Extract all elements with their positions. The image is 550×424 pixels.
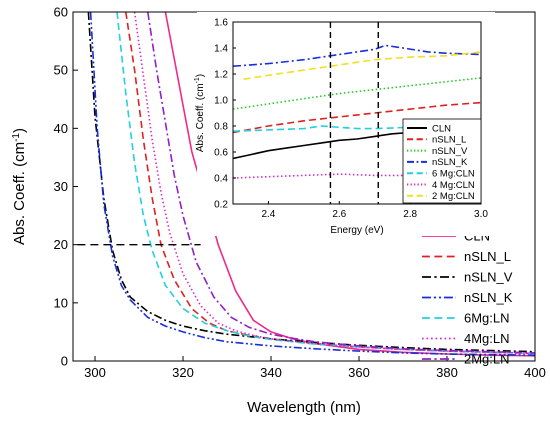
main-series-line-6mg-ln — [116, 12, 535, 355]
inset-legend-label: 2 Mg:CLN — [432, 191, 475, 202]
main-y-tick-label: 30 — [54, 179, 68, 194]
main-y-tick-label: 60 — [54, 5, 68, 20]
inset-x-tick-label: 2.4 — [261, 209, 275, 220]
main-legend-label: nSLN_K — [464, 290, 513, 305]
inset-legend-item-nsln-k: nSLN_K — [407, 157, 468, 168]
inset-series-line-nsln-l — [233, 101, 481, 134]
main-legend-item-6mg-ln: 6Mg:LN — [422, 311, 510, 326]
inset-y-axis-title: Abs. Coeff. (cm-1) — [194, 74, 206, 152]
main-x-tick-label: 300 — [84, 365, 106, 380]
main-legend-label: 6Mg:LN — [464, 311, 510, 326]
inset-y-axis-title-text: Abs. Coeff. (cm — [195, 83, 206, 152]
inset-legend-label: nSLN_K — [432, 157, 468, 168]
main-y-tick-label: 10 — [54, 295, 68, 310]
inset-x-tick-label: 3.0 — [474, 209, 488, 220]
main-y-tick-label: 50 — [54, 63, 68, 78]
main-legend-label: nSLN_L — [464, 249, 511, 264]
inset-legend-label: 6 Mg:CLN — [432, 169, 475, 180]
inset-legend-item-6-mg-cln: 6 Mg:CLN — [407, 169, 475, 180]
inset-y-tick-label: 0.8 — [214, 122, 228, 133]
main-series-line-4mg-ln — [133, 12, 535, 355]
inset-y-tick-label: 1.2 — [214, 70, 228, 81]
main-legend-label: 2Mg:LN — [464, 352, 510, 367]
inset-y-tick-label: 1.6 — [214, 18, 228, 29]
main-legend-label: nSLN_V — [464, 270, 513, 285]
main-y-tick-label: 20 — [54, 237, 68, 252]
main-series-line-nsln-k — [89, 12, 535, 356]
main-x-tick-label: 360 — [348, 365, 370, 380]
main-series-line-nsln-l — [125, 12, 535, 355]
main-series-group — [87, 12, 535, 357]
inset-x-tick-label: 2.8 — [403, 209, 417, 220]
inset-legend-label: 4 Mg:CLN — [432, 180, 475, 191]
inset-x-axis-title: Energy (eV) — [330, 225, 383, 236]
main-legend-item-4mg-ln: 4Mg:LN — [422, 331, 510, 346]
inset-y-tick-label: 0.6 — [214, 148, 228, 159]
inset-reference-lines — [329, 22, 379, 204]
inset-plot: 2.4 2.6 2.8 3.0 0.2 0.4 0.6 0.8 1.0 1.2 1.4 1.6 Ene… — [194, 12, 495, 236]
main-series-line-cln — [164, 12, 535, 357]
main-legend-item-nsln-l: nSLN_L — [422, 249, 511, 264]
main-legend-item-nsln-v: nSLN_V — [422, 270, 513, 285]
inset-legend-item-nsln-v: nSLN_V — [407, 146, 468, 157]
inset-legend-label: nSLN_V — [432, 146, 468, 157]
inset-legend-label: nSLN_L — [432, 135, 466, 146]
main-series-line-nsln-v — [87, 12, 535, 353]
inset-y-axis-title-superscript: -1 — [194, 77, 201, 83]
inset-series-line-2-mg-cln — [243, 51, 481, 80]
main-x-tick-label: 400 — [524, 365, 546, 380]
inset-y-tick-label: 0.2 — [214, 200, 228, 211]
main-x-axis-title: Wavelength (nm) — [247, 399, 361, 416]
inset-legend-box — [402, 118, 482, 204]
main-ticks: 300 320 340 360 380 400 0 10 20 30 40 50 60 — [54, 5, 546, 380]
inset-x-tick-label: 2.6 — [332, 209, 346, 220]
main-y-axis-title-text: Abs. Coeff. (cm — [11, 142, 28, 245]
inset-legend-item-2-mg-cln: 2 Mg:CLN — [407, 191, 475, 202]
main-y-tick-label: 0 — [61, 354, 68, 369]
main-legend-item-nsln-k: nSLN_K — [422, 290, 513, 305]
main-x-tick-label: 380 — [436, 365, 458, 380]
main-legend-label: 4Mg:LN — [464, 331, 510, 346]
main-y-tick-label: 40 — [54, 121, 68, 136]
inset-legend-item-4-mg-cln: 4 Mg:CLN — [407, 180, 475, 191]
main-x-tick-label: 320 — [172, 365, 194, 380]
inset-y-tick-label: 1.4 — [214, 44, 228, 55]
main-y-axis-title-tail: ) — [11, 128, 28, 133]
main-y-axis-title: Abs. Coeff. (cm-1) — [11, 128, 28, 245]
inset-y-axis-title-tail: ) — [195, 74, 206, 77]
inset-y-tick-label: 0.4 — [214, 174, 228, 185]
main-x-tick-label: 340 — [260, 365, 282, 380]
inset-series-line-4-mg-cln — [233, 173, 481, 179]
inset-series-line-nsln-v — [233, 77, 481, 110]
inset-series-line-nsln-k — [233, 44, 481, 67]
inset-series-group — [233, 44, 481, 179]
main-legend-item-2mg-ln: 2Mg:LN — [422, 352, 510, 367]
main-y-axis-title-superscript: -1 — [11, 133, 22, 142]
main-plot: 300 320 340 360 380 400 0 10 20 30 40 50 60 Waveleng… — [11, 5, 546, 416]
inset-legend-item-cln: CLN — [407, 123, 451, 134]
inset-ticks: 2.4 2.6 2.8 3.0 0.2 0.4 0.6 0.8 1.0 1.2 1.4 1.6 — [214, 18, 488, 221]
inset-plot-frame — [232, 21, 482, 205]
main-series-line-2mg-ln — [147, 12, 535, 354]
inset-legend-item-nsln-l: nSLN_L — [407, 135, 466, 146]
inset-series-line-cln — [233, 131, 411, 160]
inset-legend-label: CLN — [432, 123, 451, 134]
inset-y-tick-label: 1.0 — [214, 96, 228, 107]
